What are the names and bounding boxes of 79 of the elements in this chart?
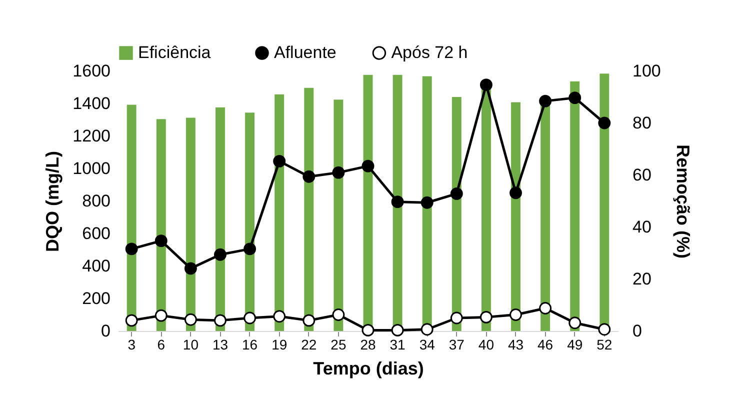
y-tick-label: 1200 — [72, 126, 110, 146]
point — [184, 262, 197, 275]
legend-label: Eficiência — [138, 43, 212, 62]
point — [214, 248, 226, 261]
point — [362, 160, 374, 172]
point — [362, 324, 374, 336]
point — [125, 314, 138, 327]
x-tick-label: 3 — [128, 336, 136, 352]
point — [244, 312, 256, 324]
y-tick-label: 200 — [82, 289, 110, 308]
point — [568, 92, 582, 104]
legend-label: Afluente — [274, 43, 336, 62]
point — [332, 308, 345, 321]
x-tick-label: 10 — [182, 336, 199, 352]
point — [510, 308, 522, 321]
point — [244, 242, 256, 256]
bar — [126, 104, 136, 331]
point — [539, 302, 552, 314]
point — [391, 324, 404, 336]
y2-tick-label: 60 — [632, 166, 652, 184]
point — [154, 234, 168, 248]
y-axis-title: DQO (mg/L) — [42, 151, 63, 252]
y-tick-label: 1400 — [72, 94, 110, 113]
bar — [216, 107, 225, 331]
y-tick-label: 0 — [101, 322, 110, 340]
point — [480, 78, 492, 92]
y-tick-label: 1600 — [72, 62, 110, 80]
point — [332, 166, 345, 179]
bar — [334, 100, 344, 331]
point — [568, 316, 582, 330]
x-tick-label: 46 — [538, 336, 554, 352]
point — [214, 314, 226, 327]
bar — [304, 88, 314, 331]
y2-tick-label: 40 — [632, 218, 652, 236]
x-tick-label: 25 — [330, 336, 346, 352]
y-tick-label: 600 — [82, 224, 110, 243]
point — [391, 196, 404, 208]
x-tick-label: 40 — [478, 336, 494, 352]
point — [184, 313, 197, 326]
x-tick-label: 28 — [360, 336, 376, 352]
x-tick-label: 13 — [212, 336, 228, 352]
y2-axis-title: Remoção (%) — [672, 144, 693, 259]
x-axis-title: Tempo (dias) — [313, 358, 424, 378]
point — [480, 310, 492, 324]
point — [450, 312, 463, 324]
point — [273, 154, 286, 168]
legend-label: Após 72 h — [391, 43, 468, 62]
y2-tick-label: 80 — [632, 114, 652, 132]
x-tick-label: 49 — [567, 336, 583, 352]
x-tick-label: 6 — [157, 336, 166, 352]
point — [539, 94, 552, 108]
y2-tick-label: 0 — [632, 322, 642, 340]
point — [273, 310, 286, 323]
point — [420, 323, 434, 336]
y2-tick-label: 20 — [632, 270, 652, 288]
x-tick-label: 31 — [390, 336, 406, 352]
point — [598, 323, 611, 336]
point — [510, 186, 522, 200]
point — [302, 314, 316, 327]
point — [154, 309, 168, 322]
y-tick-label: 1000 — [72, 159, 110, 178]
bar — [481, 86, 491, 331]
bar — [186, 118, 196, 331]
y2-tick-label: 100 — [632, 62, 661, 80]
point — [598, 116, 611, 130]
y-tick-label: 800 — [82, 192, 110, 210]
point — [125, 242, 138, 256]
x-tick-label: 52 — [596, 336, 612, 352]
x-tick-label: 34 — [419, 336, 436, 352]
x-tick-label: 43 — [508, 336, 524, 352]
bar — [570, 81, 580, 331]
y-tick-label: 400 — [82, 256, 110, 276]
x-tick-label: 37 — [448, 336, 465, 352]
x-tick-label: 19 — [272, 336, 288, 352]
point — [450, 187, 463, 200]
point — [302, 170, 316, 183]
x-tick-label: 22 — [301, 336, 317, 352]
point — [420, 196, 434, 209]
x-tick-label: 16 — [242, 336, 258, 352]
